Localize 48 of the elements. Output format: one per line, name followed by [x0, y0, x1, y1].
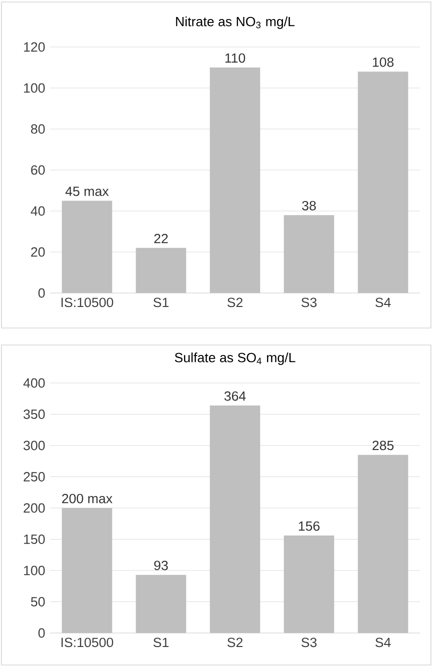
- bar: [136, 248, 186, 293]
- y-tick-label: 300: [24, 440, 45, 450]
- y-tick-label: 100: [24, 83, 45, 93]
- y-tick-label: 20: [31, 247, 45, 257]
- data-label: 364: [224, 391, 246, 401]
- y-tick-label: 0: [38, 628, 45, 638]
- data-label: 22: [154, 234, 168, 244]
- data-label: 156: [298, 521, 320, 531]
- x-tick-label: S3: [301, 638, 317, 648]
- y-tick-label: 250: [24, 472, 45, 482]
- data-label: 93: [154, 560, 168, 570]
- y-tick-label: 200: [24, 503, 45, 513]
- x-tick-label: S2: [227, 638, 242, 648]
- y-tick-label: 50: [31, 597, 45, 606]
- x-tick-label: S1: [153, 638, 169, 648]
- x-tick-label: IS:10500: [62, 638, 114, 648]
- bar: [210, 405, 260, 633]
- x-tick-label: S1: [153, 298, 169, 308]
- y-tick-label: 60: [31, 165, 45, 175]
- y-tick-label: 100: [24, 566, 45, 576]
- bar: [284, 535, 334, 633]
- x-tick-label: S4: [375, 638, 391, 648]
- y-tick-label: 120: [24, 42, 45, 52]
- y-tick-label: 0: [38, 288, 45, 298]
- x-tick-label: IS:10500: [62, 298, 114, 308]
- bar: [358, 454, 408, 633]
- chart-title: Sulfate as SO$_{4}$ mg/L: [174, 352, 296, 365]
- y-tick-label: 80: [31, 124, 45, 134]
- y-tick-label: 150: [24, 534, 45, 544]
- x-tick-label: S2: [227, 298, 242, 308]
- data-label: 38: [302, 200, 316, 210]
- y-tick-label: 40: [30, 206, 45, 216]
- bar: [62, 508, 112, 633]
- x-tick-label: S4: [375, 298, 391, 308]
- data-label: 285: [372, 440, 394, 450]
- data-label: 200 max: [62, 494, 112, 504]
- y-tick-label: 400: [23, 378, 45, 388]
- chart-title: Nitrate as NO$_{3}$ mg/L: [176, 16, 295, 29]
- x-tick-label: S3: [301, 298, 317, 308]
- bar: [210, 68, 260, 293]
- bar: [284, 215, 334, 293]
- bar: [358, 72, 408, 293]
- data-label: 108: [372, 57, 394, 67]
- y-tick-label: 350: [24, 410, 45, 419]
- bar: [62, 200, 112, 293]
- data-label: 45 max: [65, 186, 109, 196]
- data-label: 110: [225, 53, 246, 63]
- bar: [136, 574, 186, 633]
